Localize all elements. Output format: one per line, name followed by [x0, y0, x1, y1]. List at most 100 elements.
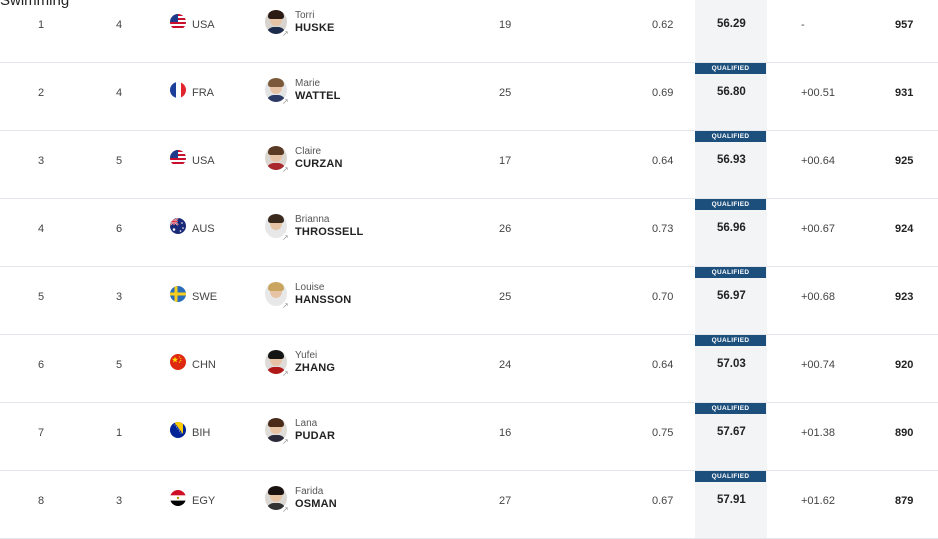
- rank-cell: 6: [38, 359, 45, 371]
- athlete-last-name[interactable]: OSMAN: [295, 498, 337, 510]
- athlete-last-name[interactable]: ZHANG: [295, 362, 336, 374]
- noc-cell: USA: [192, 155, 215, 167]
- reaction-time-cell: 0.64: [652, 359, 674, 371]
- athlete-avatar[interactable]: [265, 486, 287, 510]
- page-heading-fragment: Swimming: [0, 0, 70, 9]
- table-row[interactable]: 2 4 FRA ↗ Marie WATTEL 25 0.69 56.80 +00…: [0, 62, 938, 131]
- avatar-body-shape: [266, 435, 286, 442]
- lane-cell: 5: [116, 359, 123, 371]
- points-cell: 879: [895, 495, 914, 507]
- age-cell: 27: [499, 495, 512, 507]
- lane-cell: 4: [116, 19, 123, 31]
- athlete-first-name[interactable]: Farida: [295, 486, 324, 497]
- athlete-last-name[interactable]: THROSSELL: [295, 226, 364, 238]
- rank-cell: 2: [38, 87, 45, 99]
- noc-cell: FRA: [192, 87, 214, 99]
- qualified-badge: QUALIFIED: [695, 267, 766, 278]
- athlete-first-name[interactable]: Claire: [295, 146, 322, 157]
- avatar-body-shape: [266, 367, 286, 374]
- reaction-time-cell: 0.62: [652, 19, 674, 31]
- profile-link-arrow-icon[interactable]: ↗: [282, 505, 289, 514]
- points-cell: 923: [895, 291, 914, 303]
- avatar-body-shape: [266, 95, 286, 102]
- athlete-first-name[interactable]: Louise: [295, 282, 325, 293]
- table-row[interactable]: 8 3 EGY ↗ Farida OSMAN 27 0.67 57.91 +01…: [0, 470, 938, 539]
- athlete-last-name[interactable]: WATTEL: [295, 90, 341, 102]
- time-behind-cell: +00.74: [801, 359, 835, 371]
- athlete-first-name[interactable]: Brianna: [295, 214, 330, 225]
- result-time-cell: 57.67: [717, 426, 746, 438]
- table-row[interactable]: 7 1 BIH ↗ Lana PUDAR 16 0.75 57.67 +01.3…: [0, 402, 938, 471]
- profile-link-arrow-icon[interactable]: ↗: [282, 369, 289, 378]
- avatar-body-shape: [266, 27, 286, 34]
- avatar-body-shape: [266, 163, 286, 170]
- table-row[interactable]: 1 4 USA ↗ Torri HUSKE 19 0.62 56.29 - 95…: [0, 0, 938, 63]
- lane-cell: 3: [116, 291, 123, 303]
- table-row[interactable]: 3 5 USA ↗ Claire CURZAN 17 0.64 56.93 +0…: [0, 130, 938, 199]
- profile-link-arrow-icon[interactable]: ↗: [282, 165, 289, 174]
- athlete-last-name[interactable]: PUDAR: [295, 430, 336, 442]
- profile-link-arrow-icon[interactable]: ↗: [282, 97, 289, 106]
- points-cell: 931: [895, 87, 914, 99]
- time-behind-cell: +00.68: [801, 291, 835, 303]
- noc-cell: EGY: [192, 495, 216, 507]
- athlete-avatar[interactable]: [265, 78, 287, 102]
- reaction-time-cell: 0.75: [652, 427, 674, 439]
- points-cell: 924: [895, 223, 914, 235]
- age-cell: 26: [499, 223, 512, 235]
- avatar-body-shape: [266, 231, 286, 238]
- qualified-badge: QUALIFIED: [695, 199, 766, 210]
- athlete-avatar[interactable]: [265, 282, 287, 306]
- athlete-avatar[interactable]: [265, 10, 287, 34]
- athlete-avatar[interactable]: [265, 418, 287, 442]
- time-behind-cell: -: [801, 19, 805, 31]
- time-behind-cell: +01.38: [801, 427, 835, 439]
- profile-link-arrow-icon[interactable]: ↗: [282, 437, 289, 446]
- reaction-time-cell: 0.67: [652, 495, 674, 507]
- athlete-first-name[interactable]: Marie: [295, 78, 321, 89]
- noc-cell: BIH: [192, 427, 211, 439]
- athlete-last-name[interactable]: CURZAN: [295, 158, 343, 170]
- profile-link-arrow-icon[interactable]: ↗: [282, 29, 289, 38]
- age-cell: 24: [499, 359, 512, 371]
- qualified-badge: QUALIFIED: [695, 63, 766, 74]
- usa-flag-icon: [170, 14, 186, 30]
- athlete-avatar[interactable]: [265, 350, 287, 374]
- noc-cell: USA: [192, 19, 215, 31]
- athlete-avatar[interactable]: [265, 214, 287, 238]
- rank-cell: 5: [38, 291, 45, 303]
- athlete-first-name[interactable]: Torri: [295, 10, 315, 21]
- table-row[interactable]: 4 6 AUS ↗ Brianna THROSSELL 26 0.73 56.9…: [0, 198, 938, 267]
- reaction-time-cell: 0.73: [652, 223, 674, 235]
- athlete-first-name[interactable]: Lana: [295, 418, 318, 429]
- profile-link-arrow-icon[interactable]: ↗: [282, 301, 289, 310]
- egypt-flag-icon: [170, 490, 186, 506]
- points-cell: 957: [895, 19, 914, 31]
- reaction-time-cell: 0.70: [652, 291, 674, 303]
- avatar-body-shape: [266, 299, 286, 306]
- athlete-avatar[interactable]: [265, 146, 287, 170]
- rank-cell: 4: [38, 223, 45, 235]
- time-behind-cell: +00.64: [801, 155, 835, 167]
- time-behind-cell: +00.51: [801, 87, 835, 99]
- profile-link-arrow-icon[interactable]: ↗: [282, 233, 289, 242]
- athlete-first-name[interactable]: Yufei: [295, 350, 318, 361]
- points-cell: 890: [895, 427, 914, 439]
- table-row[interactable]: 6 5 CHN ↗ Yufei ZHANG 24 0.64 57.03 +00.…: [0, 334, 938, 403]
- athlete-last-name[interactable]: HANSSON: [295, 294, 352, 306]
- time-behind-cell: +01.62: [801, 495, 835, 507]
- age-cell: 16: [499, 427, 512, 439]
- rank-cell: 8: [38, 495, 45, 507]
- sweden-flag-icon: [170, 286, 186, 302]
- athlete-last-name[interactable]: HUSKE: [295, 22, 335, 34]
- bosnia-flag-icon: [170, 422, 186, 438]
- points-cell: 920: [895, 359, 914, 371]
- qualified-badge: QUALIFIED: [695, 471, 766, 482]
- table-row[interactable]: 5 3 SWE ↗ Louise HANSSON 25 0.70 56.97 +…: [0, 266, 938, 335]
- reaction-time-cell: 0.64: [652, 155, 674, 167]
- result-time-cell: 57.91: [717, 494, 746, 506]
- noc-cell: AUS: [192, 223, 215, 235]
- usa-flag-icon: [170, 150, 186, 166]
- rank-cell: 3: [38, 155, 45, 167]
- avatar-hair-shape: [268, 78, 284, 87]
